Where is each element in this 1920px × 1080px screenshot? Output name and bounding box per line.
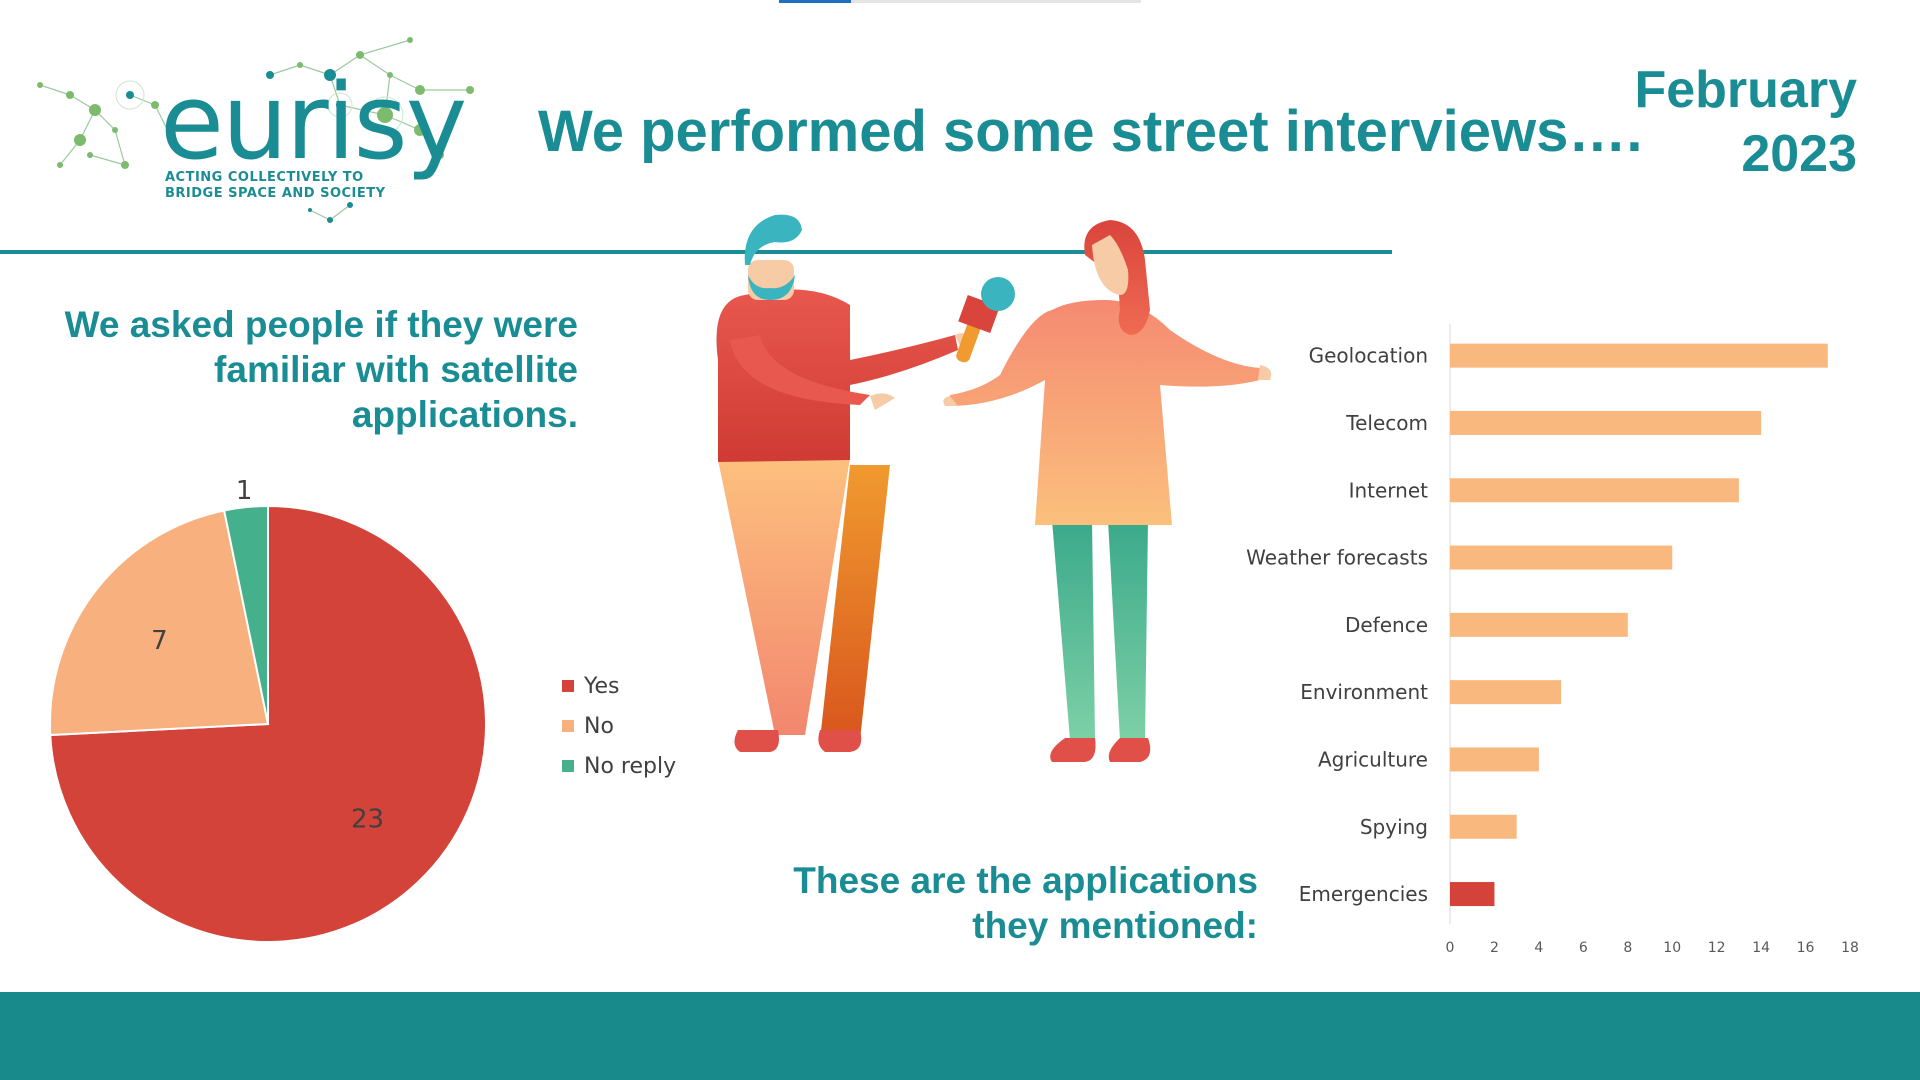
legend-swatch-no-reply [562,760,574,772]
legend-item-no: No [562,706,676,746]
x-tick-label: 16 [1797,940,1815,956]
bar-label-environment: Environment [1300,680,1428,704]
legend-label-no: No [584,713,614,739]
bar-environment [1450,680,1562,705]
logo-tagline-line-2: BRIDGE SPACE AND SOCIETY [165,186,386,201]
logo-wordmark: eurisy [160,61,467,183]
date-block: February 2023 [1634,58,1857,186]
legend-swatch-no [562,720,574,732]
bar-defence [1450,612,1628,637]
logo-tagline-line-1: ACTING COLLECTIVELY TO [165,170,364,185]
bar-internet [1450,478,1739,503]
bar-label-weather-forecasts: Weather forecasts [1246,546,1428,570]
bar-chart-caption: These are the applications they mentione… [793,860,1258,946]
pie-label-no: 7 [151,626,168,656]
slide-title: We performed some street interviews…. [538,99,1643,164]
legend-label-yes: Yes [584,673,620,699]
pie-legend: Yes No No reply [562,666,676,786]
eurisy-logo [37,37,474,223]
x-tick-label: 0 [1446,940,1455,956]
street-interview-illustration [716,214,1272,762]
bar-label-emergencies: Emergencies [1299,882,1428,906]
legend-label-no-reply: No reply [584,753,677,779]
bar-label-spying: Spying [1360,815,1428,839]
pie-label-no-reply: 1 [236,476,253,506]
bar-agriculture [1450,747,1539,772]
footer-band [0,992,1920,1080]
bar-telecom [1450,410,1762,435]
x-tick-label: 18 [1841,940,1859,956]
bar-spying [1450,814,1517,839]
familiarity-pie-chart: 23 7 1 [49,476,487,943]
interviewee-figure [943,220,1272,740]
x-tick-label: 10 [1663,940,1681,956]
bar-geolocation [1450,343,1828,368]
x-tick-label: 12 [1708,940,1726,956]
bar-label-agriculture: Agriculture [1318,747,1428,771]
slide-progress-bar [779,0,1141,3]
applications-bar-chart: Geolocation Telecom Internet Weather foreca… [1246,324,1859,956]
bar-emergencies [1450,882,1495,907]
pie-slice-no-reply [222,504,269,725]
header-divider [0,250,1392,254]
x-tick-label: 8 [1623,940,1632,956]
legend-swatch-yes [562,680,574,692]
legend-item-no-reply: No reply [562,746,676,786]
bar-label-telecom: Telecom [1345,411,1428,435]
pie-question-text: We asked people if they were familiar wi… [64,304,578,435]
pie-label-yes: 23 [351,805,384,835]
slide-progress-fill [779,0,852,3]
bar-label-defence: Defence [1345,613,1428,637]
x-tick-label: 4 [1534,940,1543,956]
legend-item-yes: Yes [562,666,676,706]
pie-slice-no [49,509,270,737]
microphone-icon [981,277,1015,311]
bar-label-geolocation: Geolocation [1309,344,1428,368]
x-tick-label: 14 [1752,940,1770,956]
interviewer-figure [716,214,1015,740]
x-tick-label: 2 [1490,940,1499,956]
date-month: February [1634,61,1857,119]
x-tick-label: 6 [1579,940,1588,956]
bar-label-internet: Internet [1349,478,1429,502]
date-year: 2023 [1741,125,1857,183]
bar-weather-forecasts [1450,545,1673,570]
